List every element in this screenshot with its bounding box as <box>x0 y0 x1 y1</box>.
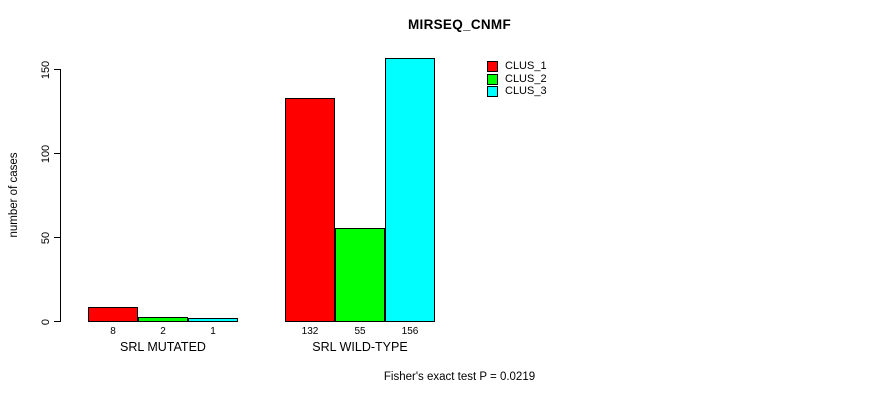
bar-clus_1-group2 <box>285 98 335 322</box>
y-tick-mark <box>54 69 61 70</box>
y-axis-line <box>60 69 61 322</box>
legend-label: CLUS_3 <box>505 85 547 98</box>
legend-label: CLUS_2 <box>505 72 547 85</box>
legend-swatch-icon <box>487 73 498 85</box>
chart-title: MIRSEQ_CNMF <box>407 17 512 32</box>
y-tick-mark <box>54 237 61 238</box>
bar-value-label: 132 <box>301 326 319 337</box>
bar-value-label: 1 <box>210 326 216 337</box>
x-category-label: SRL WILD-TYPE <box>312 340 408 354</box>
bar-value-label: 156 <box>401 326 419 337</box>
legend-swatch-icon <box>487 86 498 98</box>
y-tick-label: 150 <box>40 60 52 79</box>
y-tick-label: 0 <box>40 318 52 325</box>
bar-clus_3-group2 <box>385 58 435 322</box>
bar-clus_2-group1 <box>138 317 188 322</box>
bar-value-label: 8 <box>110 326 116 337</box>
legend-item-clus_1: CLUS_1 <box>487 61 547 72</box>
x-category-label: SRL MUTATED <box>120 340 206 354</box>
y-tick-label: 50 <box>40 231 52 244</box>
bar-clus_3-group1 <box>188 318 238 322</box>
y-axis-title: number of cases <box>8 152 20 238</box>
legend-item-clus_2: CLUS_2 <box>487 72 547 85</box>
y-tick-mark <box>54 153 61 154</box>
y-tick-label: 100 <box>40 144 52 163</box>
footer-note: Fisher's exact test P = 0.0219 <box>383 371 536 383</box>
legend: CLUS_1 CLUS_2 CLUS_3 <box>487 61 547 99</box>
bar-clus_2-group2 <box>335 228 385 322</box>
legend-label: CLUS_1 <box>505 60 547 72</box>
y-tick-mark <box>54 321 61 322</box>
bar-value-label: 2 <box>160 326 166 337</box>
bar-clus_1-group1 <box>88 307 138 322</box>
legend-item-clus_3: CLUS_3 <box>487 85 547 98</box>
bar-value-label: 55 <box>354 326 366 337</box>
legend-swatch-icon <box>487 61 498 72</box>
